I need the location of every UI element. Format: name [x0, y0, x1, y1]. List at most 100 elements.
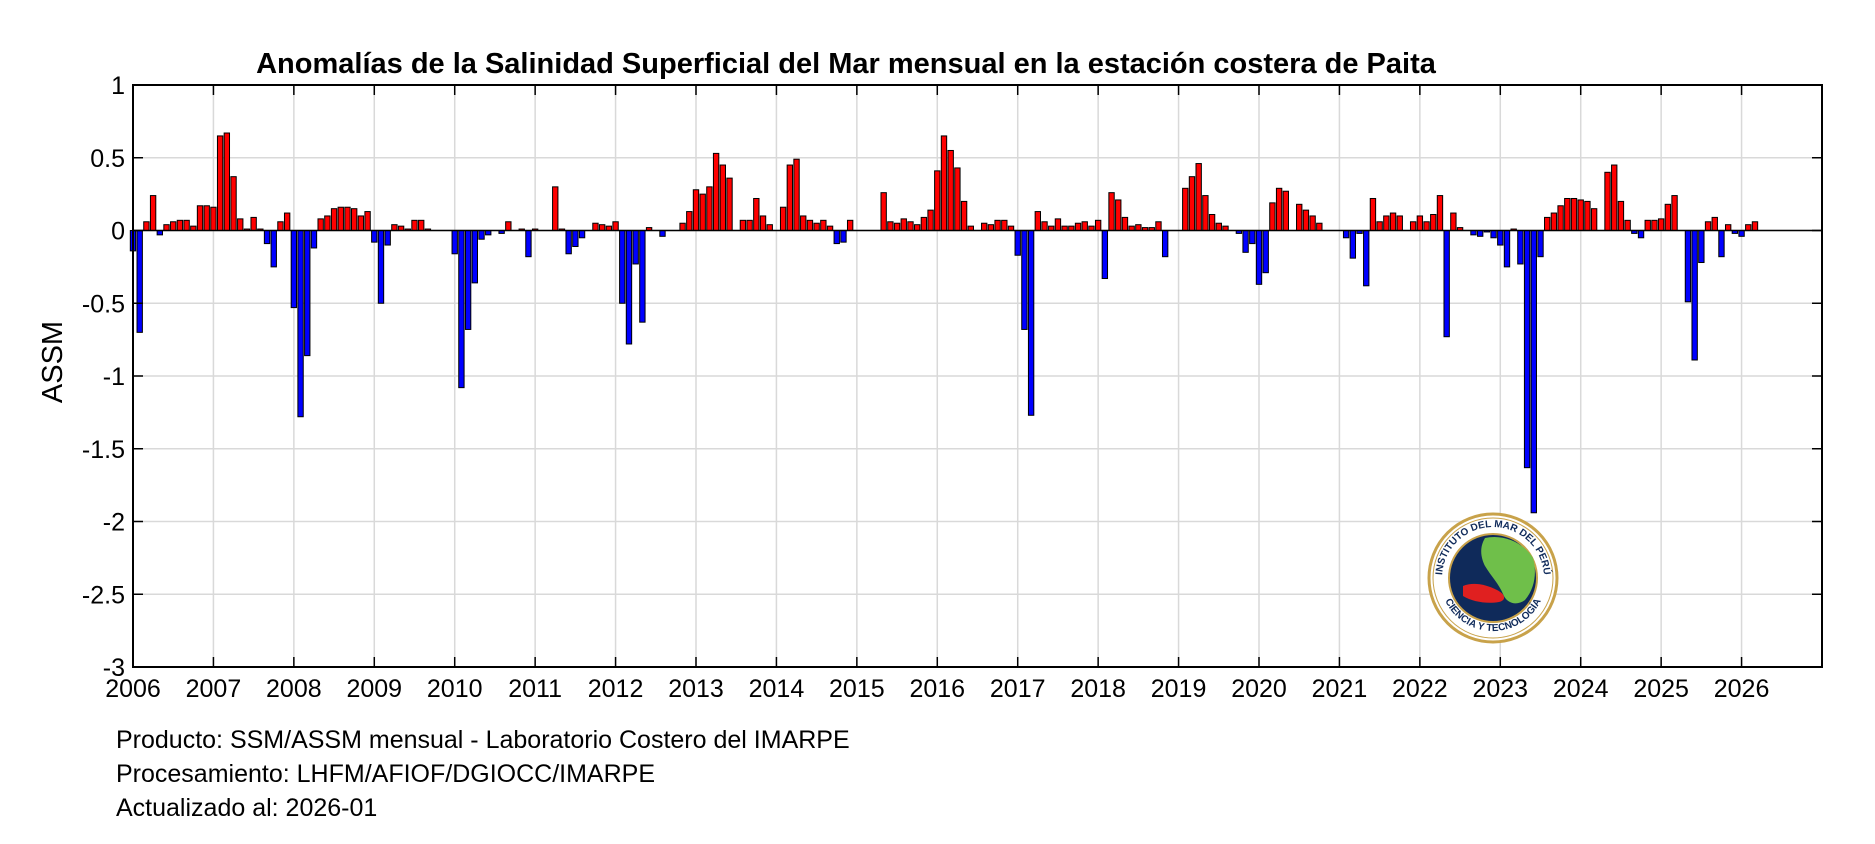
bar: [1657, 218, 1665, 232]
y-tick-label: 1: [111, 72, 125, 100]
bar: [1443, 230, 1450, 338]
bar: [1215, 222, 1222, 232]
bar: [1544, 216, 1551, 231]
bar: [907, 221, 914, 232]
bar: [766, 224, 773, 231]
x-tick-label: 2025: [1633, 675, 1689, 703]
x-tick-label: 2009: [346, 675, 402, 703]
bar: [263, 230, 271, 245]
bar: [196, 205, 204, 231]
bar: [806, 219, 814, 232]
bar: [1316, 222, 1323, 232]
bar: [1282, 190, 1289, 231]
y-tick-label: 0: [111, 218, 125, 246]
bar: [639, 230, 646, 323]
y-axis-label: ASSM: [37, 321, 69, 403]
x-tick-label: 2013: [668, 675, 724, 703]
x-tick-label: 2010: [427, 675, 483, 703]
bar: [471, 230, 479, 284]
bar: [954, 167, 961, 231]
bar: [451, 230, 458, 255]
bar: [706, 186, 713, 232]
bar: [283, 212, 291, 231]
x-tick-label: 2026: [1714, 675, 1770, 703]
bar: [1296, 203, 1303, 231]
bar: [1590, 208, 1598, 232]
bar: [1249, 230, 1256, 245]
bar: [565, 230, 572, 255]
bar: [940, 135, 948, 231]
x-tick-label: 2011: [508, 675, 562, 703]
bar: [1269, 202, 1276, 231]
x-tick-label: 2021: [1312, 675, 1368, 703]
bar: [1074, 222, 1082, 232]
bar: [270, 230, 277, 268]
bar: [290, 230, 298, 309]
bar: [726, 177, 733, 231]
bar: [1041, 221, 1048, 232]
bar: [505, 221, 512, 232]
bar: [384, 230, 391, 246]
bar: [880, 192, 887, 231]
bar: [800, 215, 807, 231]
bar: [1724, 224, 1732, 231]
bar: [934, 170, 941, 231]
bar: [458, 230, 465, 389]
bar: [1383, 215, 1390, 231]
bar: [230, 176, 237, 231]
bar: [1376, 221, 1383, 232]
y-tick-label: -0.5: [82, 290, 125, 318]
bar: [210, 206, 217, 232]
bar: [1262, 230, 1269, 274]
bar: [237, 218, 244, 232]
bar: [1523, 230, 1531, 469]
x-tick-label: 2024: [1553, 675, 1609, 703]
bar: [310, 230, 318, 249]
bar: [833, 230, 840, 245]
bar: [686, 211, 693, 232]
bar: [592, 222, 599, 232]
bar: [1550, 212, 1558, 231]
bar: [1423, 221, 1430, 232]
bar: [1349, 230, 1357, 259]
bar: [1182, 187, 1189, 231]
x-tick-label: 2022: [1392, 675, 1448, 703]
bar: [1396, 215, 1403, 231]
x-tick-label: 2023: [1472, 675, 1528, 703]
y-tick-label: -1: [103, 363, 125, 391]
bar: [679, 222, 686, 232]
bar: [223, 132, 231, 231]
bar: [659, 230, 666, 237]
bar: [344, 206, 351, 232]
bar: [753, 197, 760, 232]
bar: [1490, 230, 1497, 239]
grid: [132, 84, 1822, 668]
bar: [330, 208, 338, 232]
bar: [1342, 230, 1350, 239]
bar: [525, 230, 532, 258]
bar: [464, 230, 472, 330]
bar: [216, 135, 224, 231]
bar: [1302, 209, 1310, 232]
bar: [1671, 195, 1678, 231]
bar: [1684, 230, 1692, 303]
bar: [625, 230, 633, 345]
bar: [1711, 216, 1718, 231]
bar: [1637, 230, 1645, 239]
bar: [1436, 195, 1444, 231]
bar: [1751, 221, 1759, 232]
bar: [1704, 221, 1712, 232]
bar: [1430, 213, 1437, 231]
bar: [149, 195, 157, 231]
y-tick-label: -1.5: [82, 436, 125, 464]
bar: [1557, 205, 1564, 231]
bar: [1497, 230, 1504, 246]
bar: [391, 224, 398, 231]
bar: [1624, 219, 1631, 232]
bar: [1101, 230, 1109, 280]
bar: [1698, 230, 1705, 264]
bar: [1001, 219, 1008, 232]
bar: [759, 215, 767, 231]
